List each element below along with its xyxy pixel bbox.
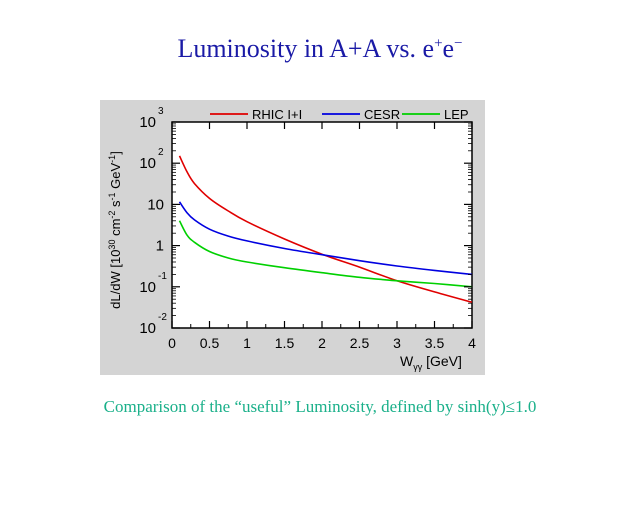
y-tick-label: 10 [139, 279, 156, 296]
y-tick-base: 10 [139, 279, 156, 296]
x-axis-label: Wγγ [GeV] [400, 353, 462, 372]
series-line-1 [178, 201, 473, 276]
x-tick-label: 3 [393, 335, 401, 351]
x-tick-label: 1.5 [275, 335, 295, 351]
chart-panel: 0 0.5 1 1.5 2 2.5 3 3.5 4 10 3 10 2 10 1 10 -1 10 -2 RHIC … [100, 100, 485, 375]
x-tick-label: 4 [468, 335, 476, 351]
y-tick-base: 10 [139, 155, 156, 172]
slide-title: Luminosity in A+A vs. e+e− [0, 34, 640, 64]
y-tick-label: 10 [147, 196, 164, 213]
y-tick-base: 10 [147, 196, 164, 213]
x-tick-label: 2.5 [350, 335, 370, 351]
title-e: e [442, 34, 455, 63]
y-tick-base: 10 [139, 320, 156, 337]
y-tick-exp: 2 [158, 147, 164, 158]
y-tick-label: 10 [139, 155, 156, 172]
caption: Comparison of the “useful” Luminosity, d… [103, 397, 537, 416]
title-sup-plus: + [434, 35, 443, 52]
y-axis-label: dL/dW [1030 cm-2 s-1 GeV-1] [107, 151, 123, 309]
x-tick-label: 3.5 [425, 335, 445, 351]
title-main: Luminosity in A+A vs. e [177, 34, 435, 63]
y-tick-exp: -1 [158, 271, 167, 282]
series-line-2 [178, 220, 473, 288]
x-tick-label: 1 [243, 335, 251, 351]
y-tick-exp: 3 [158, 106, 164, 117]
y-tick-label: 10 [139, 114, 156, 131]
y-tick-label: 10 [139, 320, 156, 337]
y-tick-label: 1 [156, 238, 164, 255]
y-tick-exp: -2 [158, 312, 167, 323]
y-tick-base: 10 [139, 114, 156, 131]
legend-label: LEP [444, 107, 469, 122]
x-tick-label: 0.5 [200, 335, 220, 351]
x-tick-label: 2 [318, 335, 326, 351]
y-tick-base: 1 [156, 238, 164, 255]
legend-label: CESR [364, 107, 400, 122]
plot-area [171, 121, 473, 329]
legend-label: RHIC I+I [252, 107, 302, 122]
title-sup-minus: − [454, 35, 463, 52]
x-tick-label: 0 [168, 335, 176, 351]
